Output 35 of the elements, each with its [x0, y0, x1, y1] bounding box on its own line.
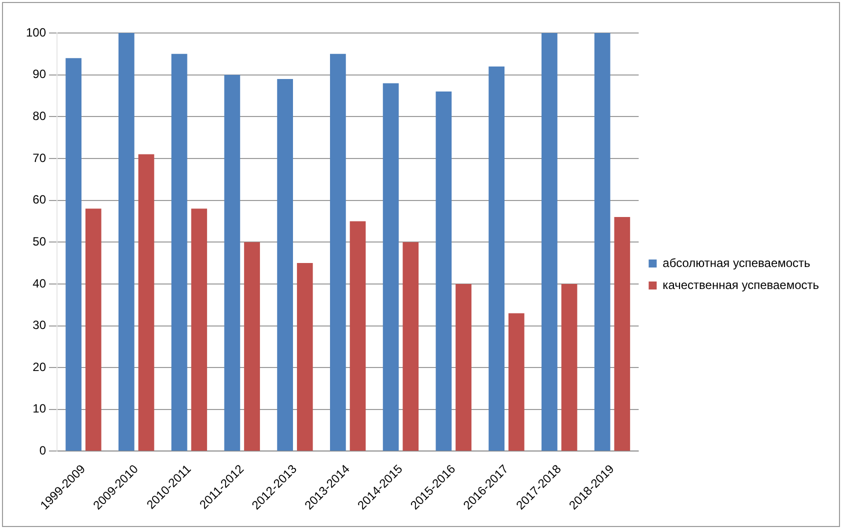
- bar: [456, 284, 472, 451]
- y-tick-label: 60: [32, 192, 46, 207]
- bar: [561, 284, 578, 451]
- bar: [191, 208, 208, 451]
- bar: [138, 154, 154, 451]
- bar: [488, 66, 505, 451]
- bar: [350, 221, 366, 451]
- bar: [118, 33, 134, 451]
- bar: [594, 33, 610, 451]
- bar: [508, 313, 524, 451]
- bar: [330, 54, 346, 451]
- y-tick-label: 50: [32, 234, 46, 248]
- y-tick-label: 20: [32, 360, 46, 374]
- bar: [614, 217, 630, 451]
- bar: [171, 54, 188, 451]
- bar: [296, 263, 313, 451]
- y-tick-label: 90: [32, 67, 46, 82]
- bar: [402, 242, 419, 451]
- y-tick-label: 10: [32, 402, 46, 416]
- bar: [85, 208, 102, 451]
- legend-label: качественная успеваемость: [662, 278, 820, 292]
- bar: [382, 83, 399, 451]
- y-tick-label: 0: [39, 444, 46, 458]
- y-tick-label: 70: [32, 150, 46, 165]
- y-tick-label: 40: [32, 276, 46, 290]
- y-tick-label: 30: [32, 318, 46, 332]
- bar: [66, 58, 82, 451]
- y-tick-label: 80: [32, 108, 46, 123]
- legend-label: абсолютная успеваемость: [662, 256, 810, 270]
- y-tick-label: 100: [26, 25, 46, 40]
- bar: [277, 79, 293, 451]
- bar: [244, 242, 260, 451]
- bar: [542, 33, 558, 451]
- bar: [224, 74, 240, 451]
- bar: [436, 92, 452, 451]
